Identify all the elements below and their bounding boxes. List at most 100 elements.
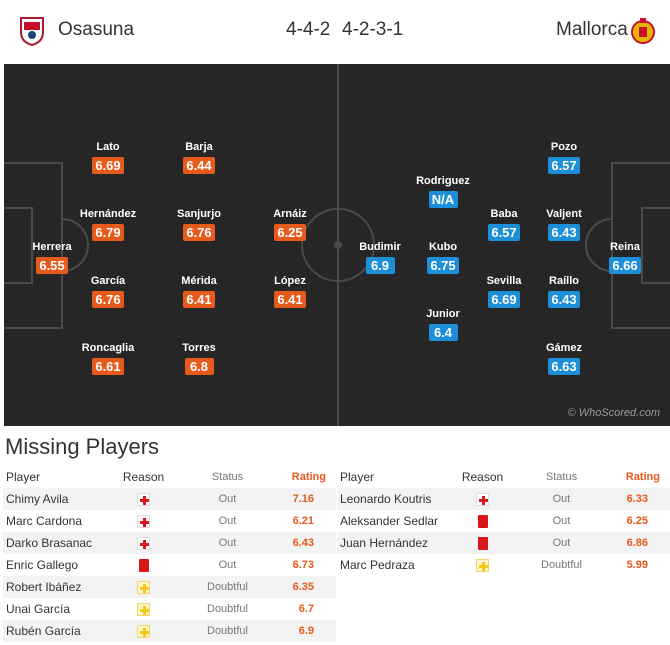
status-cell: Doubtful [176,576,276,598]
missing-player-name[interactable]: Robert Ibáñez [3,576,108,598]
player-name: Mérida [181,275,217,287]
missing-player-name[interactable]: Darko Brasanac [3,532,108,554]
missing-player-name[interactable]: Juan Hernández [337,532,452,554]
player-rating: 6.57 [488,224,520,241]
away-player-pozo[interactable]: Pozo 6.57 [519,140,609,175]
away-missing-table: Player Reason Status Rating Leonardo Kou… [337,466,670,576]
player-rating: 6.69 [92,157,124,174]
rating-cell: 6.43 [276,532,336,554]
missing-player-name[interactable]: Rubén García [3,620,108,642]
status-cell: Doubtful [541,559,582,571]
player-rating: 6.66 [609,257,641,274]
away-team-name[interactable]: Mallorca [556,19,628,40]
away-player-rodriguez[interactable]: Rodriguez N/A [398,174,488,209]
missing-player-name[interactable]: Unai García [6,602,71,616]
reason-cell [108,532,176,554]
header-rating: Rating [625,471,660,483]
player-rating: 6.8 [184,358,214,375]
table-row: Aleksander Sedlar Out 6.25 [337,510,670,532]
away-player-baba[interactable]: Baba 6.57 [459,207,549,242]
away-player-junior[interactable]: Junior 6.4 [398,307,488,342]
missing-players-title: Missing Players [5,434,160,459]
player-name: Herrera [32,241,72,253]
rating-cell: 7.16 [276,488,336,510]
doubtful-icon [137,581,150,595]
rating-cell: 6.9 [276,620,336,642]
player-name: Sevilla [486,275,522,287]
player-name: López [274,275,306,287]
home-player-roncaglia[interactable]: Roncaglia 6.61 [63,341,153,376]
home-player-lopez[interactable]: López 6.41 [245,274,335,309]
status-cell: Doubtful [176,620,276,642]
table-row: Chimy Avila Out 7.16 [3,488,336,510]
rating-cell: 6.73 [292,559,314,571]
reason-cell [452,488,510,510]
table-row: Juan Hernández Out 6.86 [337,532,670,554]
missing-player-name[interactable]: Enric Gallego [6,558,79,572]
table-row: Enric Gallego Out 6.73 [3,554,336,576]
away-player-valjent[interactable]: Valjent 6.43 [519,207,609,242]
header-rating: Rating [291,471,326,483]
status-cell: Out [218,515,237,527]
player-name: Hernández [79,208,137,220]
home-player-lato[interactable]: Lato 6.69 [63,140,153,175]
home-player-hernandez[interactable]: Hernández 6.79 [63,207,153,242]
header-status: Status [545,471,578,483]
home-team-name[interactable]: Osasuna [58,19,135,40]
home-player-merida[interactable]: Mérida 6.41 [154,274,244,309]
pitch: Herrera 6.55 Lato 6.69 Hernández 6.79 Ga… [4,64,670,426]
player-rating: 6.76 [183,224,215,241]
reason-cell [108,620,176,642]
status-cell: Out [176,488,276,510]
rating-cell: 6.25 [626,515,648,527]
away-player-reina[interactable]: Reina 6.66 [580,240,670,275]
header-status: Status [211,471,244,483]
player-rating: 6.44 [183,157,215,174]
reason-cell [108,488,176,510]
home-player-torres[interactable]: Torres 6.8 [154,341,244,376]
osasuna-crest-icon [20,17,44,46]
away-player-gamez[interactable]: Gámez 6.63 [519,341,609,376]
mallorca-crest-icon [631,18,655,44]
table-row: Robert Ibáñez Doubtful 6.35 [3,576,336,598]
player-rating: 6.43 [548,224,580,241]
player-name: Pozo [550,141,578,153]
home-player-sanjurjo[interactable]: Sanjurjo 6.76 [154,207,244,242]
header-reason: Reason [122,470,165,484]
home-missing-table: Player Reason Status Rating Chimy Avila O… [3,466,336,642]
status-cell: Doubtful [207,603,248,615]
player-name: Kubo [428,241,458,253]
header-player: Player [6,470,41,484]
rating-cell: 6.35 [276,576,336,598]
missing-player-name[interactable]: Chimy Avila [3,488,108,510]
table-row: Unai García Doubtful 6.7 [3,598,336,620]
player-name: Roncaglia [81,342,135,354]
rating-cell: 6.33 [610,488,670,510]
table-header: Player Reason Status Rating [3,466,336,488]
table-header: Player Reason Status Rating [337,466,670,488]
player-rating: 6.63 [548,358,580,375]
away-player-raillo[interactable]: Raíllo 6.43 [519,274,609,309]
away-player-kubo[interactable]: Kubo 6.75 [398,240,488,275]
away-player-budimir[interactable]: Budimir 6.9 [335,240,425,275]
reason-cell [108,554,176,576]
missing-player-name[interactable]: Aleksander Sedlar [340,514,439,528]
rating-cell: 6.7 [298,603,314,615]
away-player-sevilla[interactable]: Sevilla 6.69 [459,274,549,309]
status-cell: Out [510,532,610,554]
player-name: García [90,275,126,287]
player-rating: 6.61 [92,358,124,375]
status-cell: Out [552,515,571,527]
player-rating: 6.4 [428,324,458,341]
missing-player-name[interactable]: Leonardo Koutris [337,488,452,510]
home-player-barja[interactable]: Barja 6.44 [154,140,244,175]
home-player-arnaiz[interactable]: Arnáiz 6.25 [245,207,335,242]
missing-player-name[interactable]: Marc Pedraza [340,558,415,572]
player-name: Junior [426,308,460,320]
watermark: © WhoScored.com [567,407,660,419]
player-name: Arnáiz [273,208,307,220]
home-player-herrera[interactable]: Herrera 6.55 [7,240,97,275]
rating-cell: 6.86 [610,532,670,554]
missing-player-name[interactable]: Marc Cardona [6,514,83,528]
home-player-garcia[interactable]: García 6.76 [63,274,153,309]
